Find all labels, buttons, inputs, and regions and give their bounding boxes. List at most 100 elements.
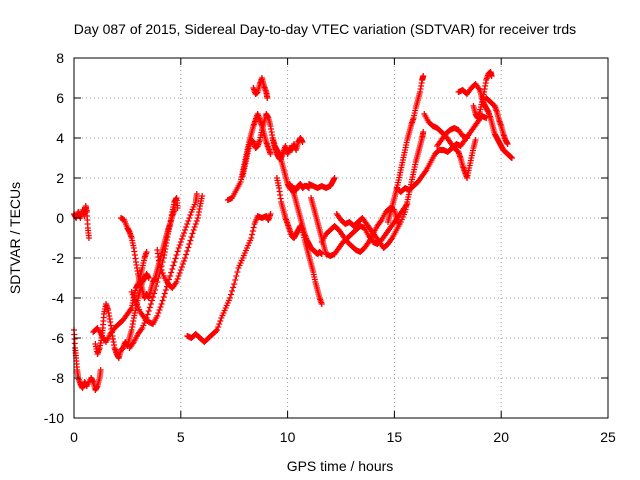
data-point xyxy=(146,304,153,311)
series-2 xyxy=(71,327,104,393)
x-tick-label: 5 xyxy=(177,429,185,445)
data-point xyxy=(159,297,166,304)
series-16 xyxy=(305,175,338,191)
data-point xyxy=(299,139,306,145)
data-point xyxy=(148,297,155,304)
data-point xyxy=(213,328,220,334)
y-tick-label: -2 xyxy=(52,250,65,266)
data-point xyxy=(182,255,189,261)
data-point xyxy=(159,259,166,265)
x-tick-label: 15 xyxy=(387,429,403,445)
data-point xyxy=(179,261,186,267)
series-17 xyxy=(308,195,411,259)
data-point xyxy=(232,277,239,283)
data-point xyxy=(174,248,181,255)
data-point xyxy=(156,261,163,267)
x-tick-label: 10 xyxy=(280,429,296,445)
series-22 xyxy=(421,111,479,181)
data-point xyxy=(169,266,176,272)
data-point xyxy=(187,212,194,218)
y-tick-label: -8 xyxy=(52,370,65,386)
data-point xyxy=(173,252,180,258)
y-tick-label: -10 xyxy=(44,410,64,426)
data-point xyxy=(214,327,221,333)
data-point xyxy=(231,281,238,287)
y-axis-title: SDTVAR / TECUs xyxy=(7,182,23,294)
data-point xyxy=(185,244,192,251)
data-point xyxy=(158,301,165,307)
data-point xyxy=(264,95,271,101)
data-point xyxy=(249,228,256,234)
data-point xyxy=(162,287,169,293)
chart-title: Day 087 of 2015, Sidereal Day-to-day VTE… xyxy=(74,21,576,37)
data-point xyxy=(154,313,161,319)
data-point xyxy=(171,259,178,265)
data-point xyxy=(176,242,183,248)
data-point xyxy=(331,175,338,181)
data-point xyxy=(157,264,164,270)
series-26 xyxy=(483,95,511,147)
data-point xyxy=(233,273,240,279)
data-point xyxy=(179,233,186,239)
data-point xyxy=(185,218,192,224)
data-point xyxy=(145,275,152,281)
data-point xyxy=(226,295,233,301)
data-point xyxy=(154,279,161,285)
data-point xyxy=(159,270,166,276)
data-point xyxy=(168,269,175,276)
data-point xyxy=(150,294,157,300)
grid xyxy=(74,58,608,418)
data-point xyxy=(182,227,189,233)
data-point xyxy=(216,321,223,327)
data-point xyxy=(186,215,193,221)
data-point xyxy=(249,231,256,238)
data-point xyxy=(156,307,163,313)
series-19 xyxy=(333,129,427,251)
data-point xyxy=(173,279,180,285)
data-point xyxy=(153,283,160,289)
data-point xyxy=(183,224,190,230)
data-point xyxy=(97,367,104,373)
data-point xyxy=(227,291,234,298)
data-point xyxy=(147,301,154,307)
series-13 xyxy=(269,135,306,161)
series-20 xyxy=(384,73,427,225)
y-tick-label: -6 xyxy=(52,330,65,346)
data-point xyxy=(158,267,165,273)
y-tick-label: 8 xyxy=(56,50,64,66)
data-point xyxy=(174,276,181,282)
data-point xyxy=(230,284,237,291)
data-point xyxy=(248,235,255,241)
data-point xyxy=(144,311,151,318)
y-tick-label: 0 xyxy=(56,210,64,226)
data-point xyxy=(192,221,199,227)
data-point xyxy=(488,73,495,79)
series-9 xyxy=(184,211,274,345)
data-point xyxy=(420,129,427,135)
data-point xyxy=(174,205,181,211)
data-point xyxy=(193,218,200,224)
data-point xyxy=(181,230,188,236)
y-tick-label: -4 xyxy=(52,290,65,306)
data-point xyxy=(170,262,177,269)
data-points xyxy=(71,69,515,393)
data-point xyxy=(188,234,195,240)
series-23 xyxy=(434,125,471,149)
y-tick-label: 6 xyxy=(56,90,64,106)
x-tick-label: 25 xyxy=(600,429,616,445)
data-point xyxy=(215,324,222,330)
data-point xyxy=(183,251,190,258)
data-point xyxy=(187,237,194,244)
data-point xyxy=(464,135,471,141)
data-point xyxy=(181,258,188,264)
series-18 xyxy=(318,205,402,255)
series-7 xyxy=(126,195,181,351)
data-point xyxy=(151,290,158,297)
data-point xyxy=(85,235,92,241)
y-tick-label: 2 xyxy=(56,170,64,186)
data-point xyxy=(184,248,191,254)
data-point xyxy=(189,230,196,237)
data-point xyxy=(157,304,164,310)
data-point xyxy=(267,151,274,157)
